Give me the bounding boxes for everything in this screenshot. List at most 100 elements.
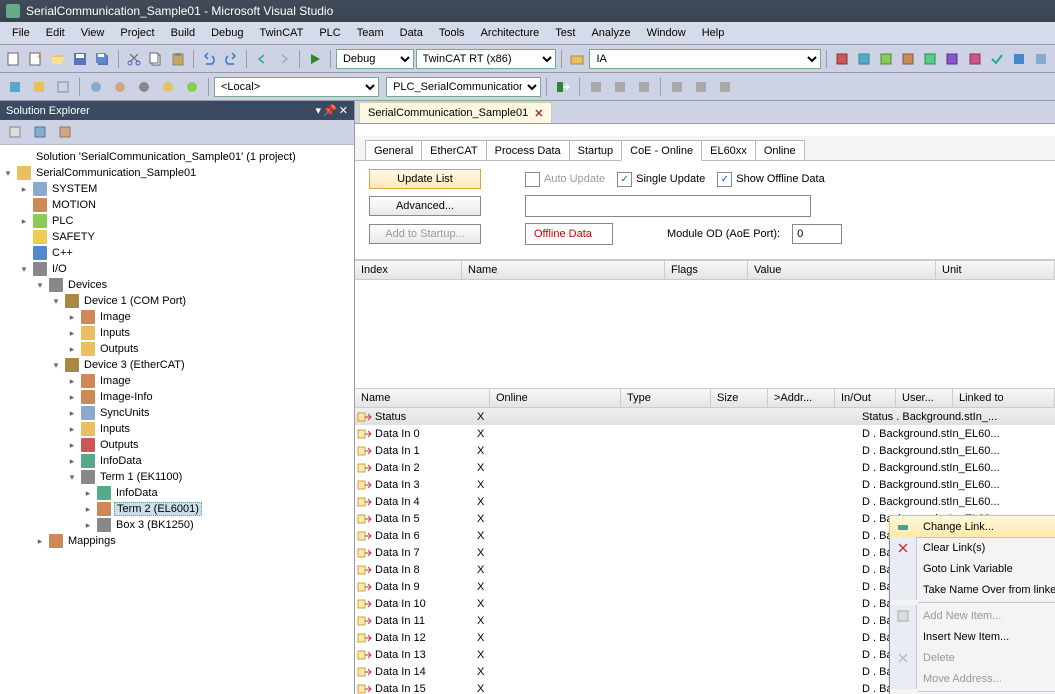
tree-node[interactable]: ▾Device 3 (EtherCAT)	[2, 357, 352, 373]
tool-icon-7[interactable]	[965, 48, 985, 70]
expand-icon[interactable]: ▸	[34, 535, 46, 547]
update-list-button[interactable]: Update List	[369, 169, 481, 189]
variable-row[interactable]: Data In 4XD . Background.stIn_EL60...	[355, 493, 1055, 510]
config-combo[interactable]: Debug	[336, 49, 414, 69]
variable-row[interactable]: StatusXStatus . Background.stIn_...	[355, 408, 1055, 425]
collapse-icon[interactable]: ▾	[18, 263, 30, 275]
tree-node[interactable]: ▸InfoData	[2, 485, 352, 501]
tb2-icon-4[interactable]	[85, 76, 107, 98]
expand-icon[interactable]: ▸	[18, 215, 30, 227]
expand-icon[interactable]: ▸	[82, 487, 94, 499]
doc-tab-active[interactable]: SerialCommunication_Sample01 ✕	[359, 102, 552, 123]
collapse-icon[interactable]: ▾	[50, 359, 62, 371]
panel-dropdown-icon[interactable]: ▾	[316, 104, 322, 117]
paste-icon[interactable]	[168, 48, 188, 70]
tree-node[interactable]: ▾Devices	[2, 277, 352, 293]
menu-file[interactable]: File	[4, 27, 38, 39]
tool-icon-10[interactable]	[1031, 48, 1051, 70]
copy-icon[interactable]	[146, 48, 166, 70]
undo-icon[interactable]	[199, 48, 219, 70]
menu-build[interactable]: Build	[163, 27, 203, 39]
tree-node[interactable]: SAFETY	[2, 229, 352, 245]
menu-test[interactable]: Test	[547, 27, 583, 39]
tree-node[interactable]: C++	[2, 245, 352, 261]
tree-node[interactable]: ▾Device 1 (COM Port)	[2, 293, 352, 309]
tree-node[interactable]: ▸Image	[2, 309, 352, 325]
plc-project-combo[interactable]: PLC_SerialCommunication_S	[386, 77, 541, 97]
coe-grid-body[interactable]	[355, 280, 1055, 388]
show-offline-check[interactable]: Show Offline Data	[717, 172, 824, 187]
tb2-icon-13[interactable]	[666, 76, 688, 98]
expand-icon[interactable]: ▸	[66, 455, 78, 467]
close-tab-icon[interactable]: ✕	[534, 107, 543, 120]
menu-analyze[interactable]: Analyze	[583, 27, 638, 39]
expand-icon[interactable]: ▸	[66, 327, 78, 339]
tree-node[interactable]: ▸PLC	[2, 213, 352, 229]
nav-back-icon[interactable]	[252, 48, 272, 70]
se-icon-1[interactable]	[4, 121, 26, 143]
tree-node[interactable]: ▸Inputs	[2, 421, 352, 437]
menu-edit[interactable]: Edit	[38, 27, 73, 39]
tree-node[interactable]: ▸Image	[2, 373, 352, 389]
expand-icon[interactable]: ▸	[82, 503, 94, 515]
tb2-icon-8[interactable]	[181, 76, 203, 98]
variable-row[interactable]: Data In 0XD . Background.stIn_EL60...	[355, 425, 1055, 442]
single-update-check[interactable]: Single Update	[617, 172, 705, 187]
advanced-button[interactable]: Advanced...	[369, 196, 481, 216]
tool-icon-6[interactable]	[942, 48, 962, 70]
target-combo[interactable]: TwinCAT RT (x86)	[416, 49, 557, 69]
tree-node[interactable]: Solution 'SerialCommunication_Sample01' …	[2, 149, 352, 165]
expand-icon[interactable]: ▸	[66, 343, 78, 355]
tree-node[interactable]: ▸Box 3 (BK1250)	[2, 517, 352, 533]
menu-window[interactable]: Window	[639, 27, 694, 39]
coe-text-input[interactable]	[525, 195, 811, 217]
tb2-icon-5[interactable]	[109, 76, 131, 98]
ctx-take-name[interactable]: Take Name Over from linked Variable	[890, 579, 1055, 600]
solution-tree[interactable]: Solution 'SerialCommunication_Sample01' …	[0, 145, 354, 694]
tb2-icon-6[interactable]	[133, 76, 155, 98]
menu-view[interactable]: View	[73, 27, 113, 39]
save-all-icon[interactable]	[92, 48, 112, 70]
tool-icon-8[interactable]	[987, 48, 1007, 70]
tb2-icon-3[interactable]	[52, 76, 74, 98]
tree-node[interactable]: ▸Term 2 (EL6001)	[2, 501, 352, 517]
tree-node[interactable]: ▸SYSTEM	[2, 181, 352, 197]
tab-online[interactable]: Online	[755, 140, 805, 160]
expand-icon[interactable]: ▸	[66, 375, 78, 387]
local-combo[interactable]: <Local>	[214, 77, 379, 97]
tree-node[interactable]: ▾I/O	[2, 261, 352, 277]
tree-node[interactable]: ▸Image-Info	[2, 389, 352, 405]
tree-node[interactable]: ▾Term 1 (EK1100)	[2, 469, 352, 485]
tree-node[interactable]: ▸Outputs	[2, 341, 352, 357]
menu-tools[interactable]: Tools	[431, 27, 473, 39]
menu-team[interactable]: Team	[349, 27, 392, 39]
tree-node[interactable]: MOTION	[2, 197, 352, 213]
expand-icon[interactable]: ▸	[66, 391, 78, 403]
ctx-clear-links[interactable]: Clear Link(s)	[890, 537, 1055, 558]
menu-help[interactable]: Help	[694, 27, 733, 39]
tree-node[interactable]: ▸Outputs	[2, 437, 352, 453]
tb2-icon-2[interactable]	[28, 76, 50, 98]
collapse-icon[interactable]: ▾	[2, 167, 14, 179]
menu-twincat[interactable]: TwinCAT	[252, 27, 312, 39]
redo-icon[interactable]	[221, 48, 241, 70]
se-icon-3[interactable]	[54, 121, 76, 143]
login-icon[interactable]	[552, 76, 574, 98]
tool-icon-2[interactable]	[854, 48, 874, 70]
cut-icon[interactable]	[123, 48, 143, 70]
tb2-icon-11[interactable]	[609, 76, 631, 98]
collapse-icon[interactable]: ▾	[50, 295, 62, 307]
variable-row[interactable]: Data In 1XD . Background.stIn_EL60...	[355, 442, 1055, 459]
collapse-icon[interactable]: ▾	[34, 279, 46, 291]
find-icon[interactable]	[567, 48, 587, 70]
module-od-input[interactable]	[792, 224, 842, 244]
nav-fwd-icon[interactable]	[274, 48, 294, 70]
tool-icon-5[interactable]	[920, 48, 940, 70]
open-icon[interactable]	[48, 48, 68, 70]
expand-icon[interactable]: ▸	[66, 439, 78, 451]
tb2-icon-10[interactable]	[585, 76, 607, 98]
expand-icon[interactable]: ▸	[82, 519, 94, 531]
tb2-icon-1[interactable]	[4, 76, 26, 98]
se-icon-2[interactable]	[29, 121, 51, 143]
tb2-icon-15[interactable]	[714, 76, 736, 98]
